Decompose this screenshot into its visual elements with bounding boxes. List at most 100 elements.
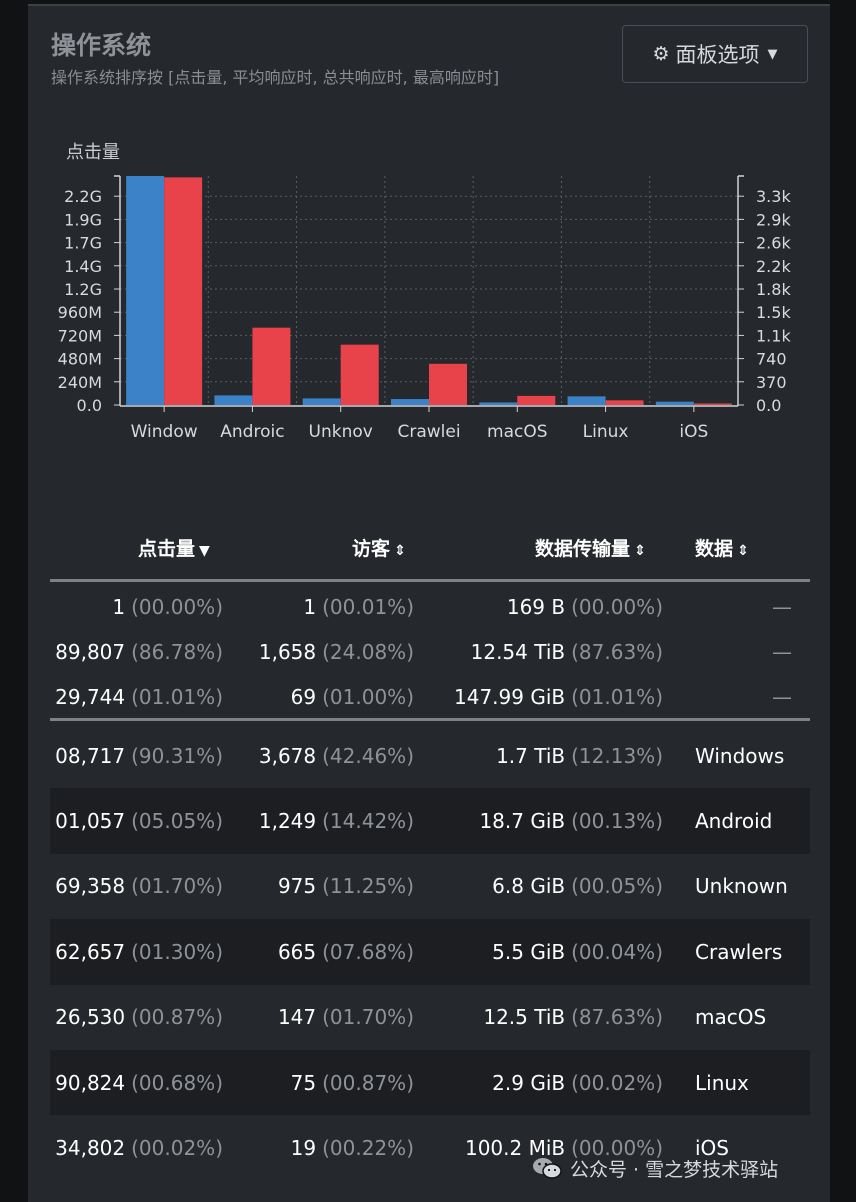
hits-value: 34,802	[55, 1136, 126, 1161]
panel-top-border	[28, 4, 830, 6]
hits-value: 29,744	[55, 684, 126, 709]
right-axis-tick-label: 0.0	[756, 396, 781, 415]
bandwidth-value: 147.99 GiB	[454, 684, 566, 709]
table-row[interactable]: 1 (00.00%) 1 (00.01%) 169 B (00.00%) —	[50, 584, 810, 629]
bandwidth-value: 12.5 TiB	[483, 1005, 566, 1030]
table-row[interactable]: 26,530 (00.87%) 147 (01.70%) 12.5 TiB (87.63%…	[50, 985, 810, 1050]
bandwidth-percent: (00.05%)	[571, 874, 663, 899]
chart-y-label: 点击量	[66, 142, 120, 163]
cell-data: —	[710, 629, 792, 674]
column-header-data[interactable]: 数据 ⇕	[695, 534, 749, 568]
visitors-value: 69	[290, 684, 317, 709]
cell-data: Crawlers	[695, 919, 810, 984]
left-axis-tick-label: 1.9G	[64, 210, 102, 229]
table-row[interactable]: 90,824 (00.68%) 75 (00.87%) 2.9 GiB (00.02%) L…	[50, 1050, 810, 1116]
hits-percent: (90.31%)	[131, 743, 223, 768]
hits-value: 01,057	[55, 809, 126, 834]
table-row[interactable]: 01,057 (05.05%) 1,249 (14.42%) 18.7 GiB (00.1…	[50, 788, 810, 854]
cell-hits: 1 (00.00%)	[28, 584, 223, 629]
visitors-percent: (01.70%)	[322, 1005, 414, 1030]
cell-data: Windows	[695, 723, 810, 788]
hits-percent: (00.87%)	[131, 1005, 223, 1030]
right-axis-tick-label: 2.6k	[756, 234, 791, 253]
visitors-value: 665	[277, 939, 317, 964]
bar-hits-androic	[214, 395, 253, 405]
right-axis-tick-label: 370	[756, 373, 787, 392]
cell-data: iOS	[695, 1115, 810, 1180]
bandwidth-value: 5.5 GiB	[492, 939, 566, 964]
left-axis-tick-label: 1.7G	[64, 234, 102, 253]
visitors-value: 975	[277, 874, 317, 899]
bandwidth-percent: (00.04%)	[571, 939, 663, 964]
table-row[interactable]: 29,744 (01.01%) 69 (01.00%) 147.99 GiB (01.01…	[50, 674, 810, 719]
gear-icon: ⚙	[652, 43, 670, 65]
table-row[interactable]: 34,802 (00.02%) 19 (00.22%) 100.2 MiB (00.00%…	[50, 1115, 810, 1180]
hits-percent: (00.00%)	[131, 594, 223, 619]
right-axis-tick-label: 740	[756, 350, 787, 369]
cell-hits: 34,802 (00.02%)	[28, 1115, 223, 1180]
visitors-percent: (01.00%)	[322, 684, 414, 709]
column-header-hits[interactable]: 点击量 ▼	[138, 534, 210, 568]
visitors-percent: (00.87%)	[322, 1070, 414, 1095]
sort-icon: ⇕	[394, 543, 406, 559]
sort-icon: ⇕	[634, 543, 646, 559]
visitors-value: 3,678	[258, 743, 317, 768]
bandwidth-percent: (01.01%)	[571, 684, 663, 709]
column-header-visitors-label: 访客	[352, 538, 391, 560]
column-header-bandwidth[interactable]: 数据传输量 ⇕	[535, 534, 646, 568]
left-axis-tick-label: 2.2G	[64, 187, 102, 206]
bandwidth-percent: (00.00%)	[571, 1136, 663, 1161]
cell-bandwidth: 6.8 GiB (00.05%)	[420, 854, 663, 919]
panel-options-button[interactable]: ⚙ 面板选项 ▼	[622, 25, 808, 83]
watermark-text: 公众号 · 雪之梦技术驿站	[570, 1158, 779, 1181]
hits-percent: (01.30%)	[131, 939, 223, 964]
bar-visitors-window	[164, 177, 203, 405]
left-axis-tick-label: 0.0	[77, 396, 102, 415]
panel-options-label: 面板选项	[675, 43, 760, 67]
cell-visitors: 665 (07.68%)	[230, 919, 414, 984]
table-row[interactable]: 62,657 (01.30%) 665 (07.68%) 5.5 GiB (00.04%)…	[50, 919, 810, 985]
bandwidth-percent: (00.00%)	[571, 594, 663, 619]
data-value: iOS	[695, 1136, 729, 1161]
hits-value: 1	[112, 594, 126, 619]
hits-value: 26,530	[55, 1005, 126, 1030]
hits-percent: (00.68%)	[131, 1070, 223, 1095]
visitors-value: 19	[290, 1136, 317, 1161]
left-axis-tick-label: 720M	[58, 326, 102, 345]
panel-subtitle: 操作系统排序按 [点击量, 平均响应时, 总共响应时, 最高响应时]	[51, 68, 500, 87]
bar-visitors-ios	[693, 403, 732, 405]
x-axis-tick-label: Androic	[220, 422, 284, 442]
left-axis-tick-label: 1.2G	[64, 280, 102, 299]
cell-hits: 62,657 (01.30%)	[28, 919, 223, 984]
hits-value: 90,824	[55, 1070, 126, 1095]
cell-visitors: 75 (00.87%)	[230, 1050, 414, 1115]
left-axis-tick-label: 960M	[58, 303, 102, 322]
visitors-percent: (00.22%)	[322, 1136, 414, 1161]
bandwidth-value: 12.54 TiB	[470, 639, 566, 664]
cell-bandwidth: 5.5 GiB (00.04%)	[420, 919, 663, 984]
x-axis-tick-label: Unknov	[309, 422, 373, 442]
column-header-visitors[interactable]: 访客 ⇕	[352, 534, 406, 568]
caret-down-icon: ▼	[767, 46, 778, 62]
bar-hits-ios	[655, 401, 694, 405]
right-axis-tick-label: 3.3k	[756, 187, 791, 206]
data-value: Crawlers	[695, 939, 783, 964]
watermark: 公众号 · 雪之梦技术驿站	[532, 1150, 778, 1186]
x-axis-tick-label: iOS	[679, 422, 708, 442]
cell-bandwidth: 169 B (00.00%)	[420, 584, 663, 629]
cell-hits: 89,807 (86.78%)	[28, 629, 223, 674]
cell-hits: 29,744 (01.01%)	[28, 674, 223, 719]
table-row[interactable]: 89,807 (86.78%) 1,658 (24.08%) 12.54 TiB (87.…	[50, 629, 810, 674]
table-row[interactable]: 69,358 (01.70%) 975 (11.25%) 6.8 GiB (00.05%)…	[50, 854, 810, 919]
visitors-percent: (42.46%)	[322, 743, 414, 768]
cell-hits: 01,057 (05.05%)	[28, 788, 223, 853]
cell-data: —	[710, 584, 792, 629]
bar-hits-window	[126, 176, 165, 405]
cell-visitors: 1,658 (24.08%)	[230, 629, 414, 674]
data-value: Unknown	[695, 874, 788, 899]
bandwidth-value: 6.8 GiB	[492, 874, 566, 899]
left-axis-tick-label: 240M	[58, 373, 102, 392]
cell-bandwidth: 12.54 TiB (87.63%)	[420, 629, 663, 674]
wechat-icon	[533, 1158, 562, 1179]
table-row[interactable]: 08,717 (90.31%) 3,678 (42.46%) 1.7 TiB (12.13…	[50, 723, 810, 788]
